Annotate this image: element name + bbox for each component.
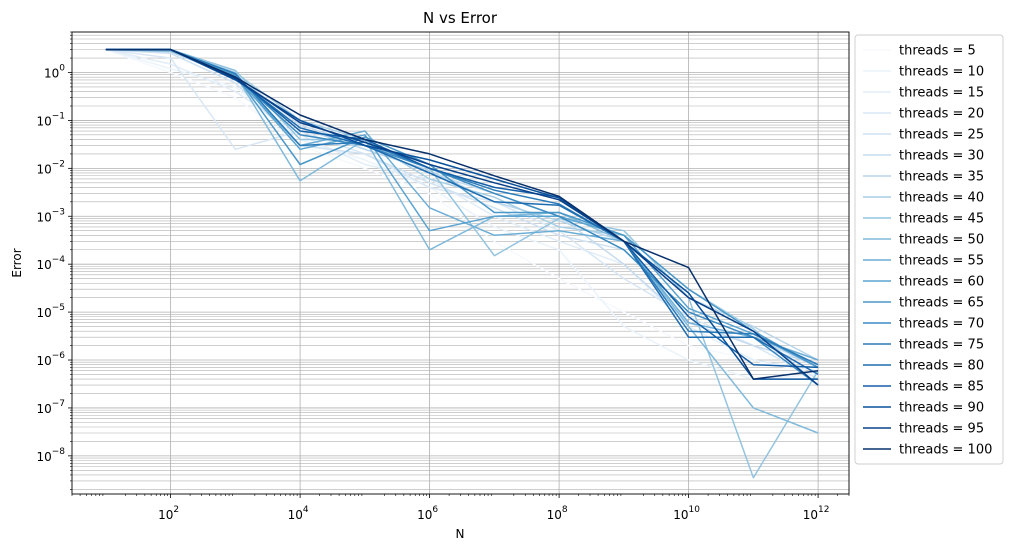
y-tick-exponent: −3 — [52, 207, 65, 217]
legend-label-8: threads = 40 — [899, 191, 984, 206]
x-axis-label: N — [456, 527, 465, 541]
series-lines — [105, 48, 819, 479]
series-line-15 — [105, 48, 819, 366]
y-tick-exponent: 0 — [59, 63, 65, 73]
legend-label-13: threads = 65 — [899, 296, 984, 311]
legend-label-14: threads = 70 — [899, 317, 984, 332]
legend-label-1: threads = 5 — [899, 44, 976, 59]
legend-label-18: threads = 90 — [899, 401, 984, 416]
legend: threads = 5 threads = 10 threads = 15 threa… — [854, 34, 1004, 465]
series-line-9 — [105, 48, 819, 479]
x-tick-exponent: 8 — [562, 505, 568, 515]
legend-label-7: threads = 35 — [899, 170, 984, 185]
minor-grid — [72, 31, 849, 490]
series-line-1 — [105, 48, 819, 376]
series-line-18 — [105, 48, 819, 380]
legend-label-5: threads = 25 — [899, 128, 984, 143]
legend-label-19: threads = 95 — [899, 422, 984, 437]
legend-label-15: threads = 75 — [899, 338, 984, 353]
x-tick-exponent: 10 — [689, 505, 701, 515]
legend-label-17: threads = 85 — [899, 380, 984, 395]
legend-label-6: threads = 30 — [899, 149, 984, 164]
y-tick-exponent: −5 — [52, 303, 65, 313]
x-tick-exponent: 2 — [173, 505, 179, 515]
y-tick-exponent: −8 — [52, 447, 66, 457]
series-line-12 — [105, 48, 819, 369]
legend-label-16: threads = 80 — [899, 359, 984, 374]
y-tick-exponent: −2 — [52, 159, 65, 169]
legend-label-2: threads = 10 — [899, 65, 984, 80]
legend-label-20: threads = 100 — [899, 443, 992, 458]
series-line-19 — [105, 48, 819, 386]
series-line-20 — [105, 48, 819, 380]
legend-entries: threads = 5 threads = 10 threads = 15 threa… — [863, 44, 992, 458]
y-tick-exponent: −4 — [52, 255, 66, 265]
y-tick-exponent: −1 — [52, 111, 65, 121]
y-tick-exponent: −7 — [52, 399, 65, 409]
x-tick-exponent: 12 — [818, 505, 829, 515]
legend-label-11: threads = 55 — [899, 254, 984, 269]
legend-label-3: threads = 15 — [899, 86, 984, 101]
series-line-13 — [105, 48, 819, 369]
y-tick-exponent: −6 — [52, 351, 66, 361]
legend-label-9: threads = 45 — [899, 212, 984, 227]
legend-label-12: threads = 60 — [899, 275, 984, 290]
series-line-2 — [105, 48, 819, 380]
y-axis-label: Error — [10, 248, 24, 277]
x-tick-exponent: 4 — [303, 505, 309, 515]
legend-box — [854, 34, 1004, 465]
x-tick-exponent: 6 — [432, 505, 438, 515]
legend-label-4: threads = 20 — [899, 107, 984, 122]
legend-label-10: threads = 50 — [899, 233, 984, 248]
chart-title: N vs Error — [423, 9, 498, 27]
